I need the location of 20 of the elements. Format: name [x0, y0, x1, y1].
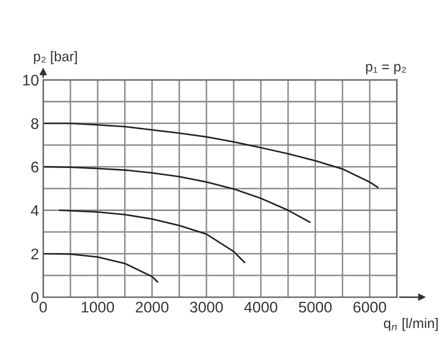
y-tick-label: 6 — [31, 162, 38, 172]
y-tick-label: 0 — [31, 292, 38, 303]
x-tick-label: 3000 — [190, 302, 223, 313]
text: p₁ = p₂ — [366, 64, 406, 74]
line-series — [43, 252, 158, 283]
y-tick-label: 10 — [23, 74, 38, 86]
y-tick-label: 8 — [31, 118, 38, 130]
x-tick-label: 4000 — [244, 302, 278, 313]
line-series — [58, 209, 246, 264]
x-tick-label: 0 — [40, 302, 47, 313]
y-axis-title: p₂ [bar] — [34, 51, 77, 64]
x-tick-label: 2000 — [136, 302, 168, 313]
y-tick-label: 2 — [31, 248, 38, 260]
x-tick-label: 1000 — [82, 302, 114, 313]
y-tick-label: 4 — [30, 205, 39, 216]
line-series — [43, 122, 379, 188]
x-tick-label: 5000 — [298, 302, 332, 313]
x-axis-title: q$_{n}$ [l/min] — [384, 318, 438, 331]
line-series — [43, 166, 311, 223]
x-tick-label: 6000 — [353, 302, 386, 313]
